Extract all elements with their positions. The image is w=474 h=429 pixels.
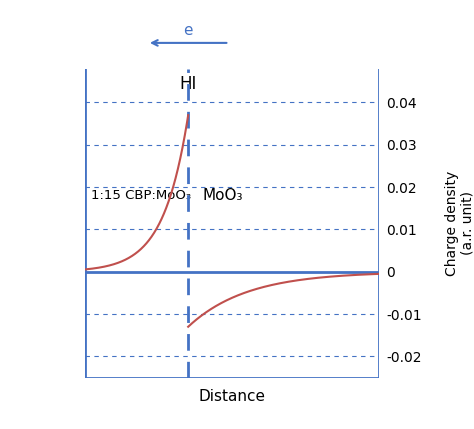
Text: e: e bbox=[183, 23, 193, 37]
Text: Charge density
(a.r. unit): Charge density (a.r. unit) bbox=[445, 170, 474, 276]
Text: MoO₃: MoO₃ bbox=[203, 188, 243, 203]
Text: 1:15 CBP:MoO₃: 1:15 CBP:MoO₃ bbox=[91, 189, 191, 202]
X-axis label: Distance: Distance bbox=[199, 389, 266, 404]
Text: HI: HI bbox=[180, 75, 197, 93]
